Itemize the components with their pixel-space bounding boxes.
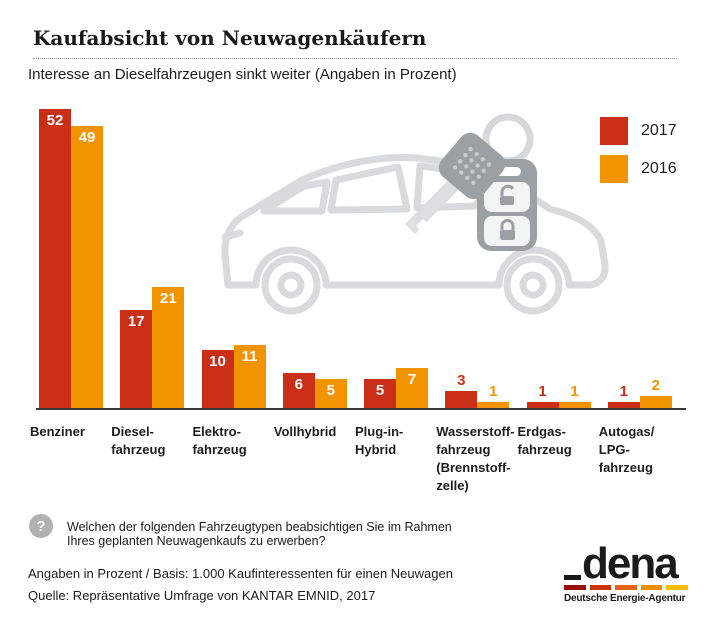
logo-dash [640,585,663,591]
logo-dash [564,585,586,591]
bar-group-2: 17 21 [117,287,198,408]
logo-dashes [564,585,688,591]
bar-2016: 1 [558,383,591,408]
category-label: Plug-in- Hybrid [355,424,404,457]
dena-logo: dena Deutsche Energie-Agentur [564,539,688,605]
bar-2017: 5 [364,379,396,408]
bar-value-label: 3 [457,372,466,389]
bar-value-label: 49 [78,129,96,146]
legend-swatch-2017 [600,117,628,145]
unlock-icon [500,184,515,205]
survey-question-text: Welchen der folgenden Fahrzeugtypen beab… [67,520,452,548]
bar-value-label: 7 [407,371,417,388]
bar-2016: 49 [71,126,103,408]
bar-2016: 7 [396,368,428,408]
bar-2016: 2 [639,377,672,408]
footer-basis: Angaben in Prozent / Basis: 1.000 Kaufin… [28,566,453,581]
bar-value-label: 52 [46,112,64,129]
car-with-key-illustration [221,113,609,315]
bar-value-label: 5 [326,382,335,399]
chart-legend: 2017 2016 [600,117,677,183]
bar-2017: 3 [445,372,478,408]
logo-dash [666,585,688,591]
bar-2017: 6 [282,373,315,408]
bar-2017: 52 [39,109,71,408]
bar-2016: 1 [477,383,510,408]
bar-value-label: 1 [570,383,579,400]
bar-value-label: 1 [619,383,628,400]
legend-item-2017: 2017 [600,117,677,145]
bar-2016: 11 [233,345,266,408]
footer-source: Quelle: Repräsentative Umfrage von KANTA… [28,588,376,603]
question-mark-icon: ? [29,514,53,538]
bar-value-label: 6 [294,376,303,393]
bar-2017: 1 [526,383,559,408]
bar-2016: 5 [314,379,347,408]
category-label: Benziner [30,424,85,439]
logo-dash [589,585,612,591]
legend-swatch-2016 [600,155,628,183]
bar-value-label: 2 [651,377,660,394]
legend-label-2017: 2017 [641,122,677,139]
bar-2016: 21 [152,287,185,408]
logo-tagline: Deutsche Energie-Agentur [564,593,686,605]
bar-2017: 17 [120,310,153,408]
footer-notes: Angaben in Prozent / Basis: 1.000 Kaufin… [28,566,453,610]
category-label: Autogas/LPG-fahrzeug [598,424,655,475]
bar-chart: 2017 2016 52 49 17 21 10 11 6 5 5 7 3 1 1 1 1 2 Benzine… [30,109,686,493]
bar-value-label: 17 [127,313,145,330]
logo-underscore [564,575,581,581]
category-label: Diesel-fahrzeug [111,424,166,457]
page-title: Kaufabsicht von Neuwagenkäufern [33,26,427,50]
category-label: Erdgas-fahrzeug [517,424,572,457]
survey-question: ? Welchen der folgenden Fahrzeugtypen be… [29,514,452,548]
category-label: Elektro-fahrzeug [192,424,247,457]
category-label: Wasserstoff-fahrzeug (Brennstoff-zelle) [436,424,515,493]
key-head [438,132,506,200]
bar-group-1: 52 49 [36,109,117,408]
subtitle: Interesse an Dieselfahrzeugen sinkt weit… [28,66,457,83]
bar-value-label: 5 [375,382,385,399]
bar-group-3: 10 11 [199,345,280,408]
plot-area: 52 49 17 21 10 11 6 5 5 7 3 1 1 1 1 2 [36,109,686,410]
title-divider [33,58,677,59]
bar-2017: 1 [607,383,640,408]
car-key-icon [405,113,537,251]
lock-icon [500,219,515,240]
legend-item-2016: 2016 [600,155,677,183]
logo-dash [615,585,637,591]
category-labels: Benziner Diesel-fahrzeug Elektro-fahrzeug V… [30,423,680,495]
category-label: Vollhybrid [273,424,337,439]
bar-2017: 10 [201,350,234,408]
bar-value-label: 21 [159,290,177,307]
logo-wordmark: dena [582,539,679,588]
bar-value-label: 1 [538,383,547,400]
bar-value-label: 1 [489,383,498,400]
bar-value-label: 10 [209,353,226,370]
legend-label-2016: 2016 [641,160,677,177]
bar-value-label: 11 [241,348,258,365]
